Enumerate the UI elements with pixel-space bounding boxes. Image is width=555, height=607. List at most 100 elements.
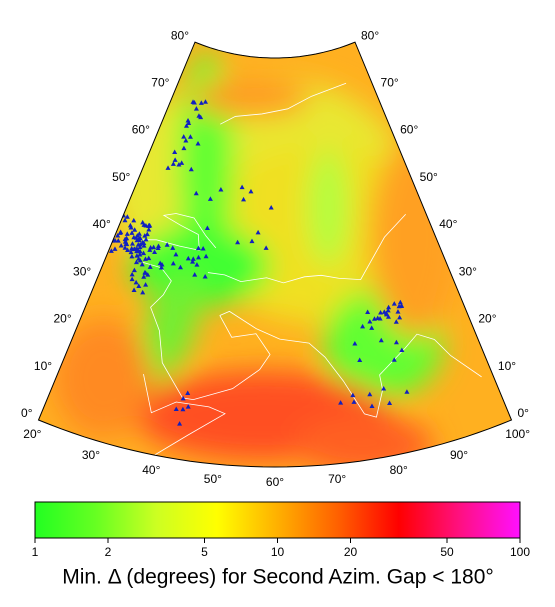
station (136, 237, 142, 242)
station (378, 337, 384, 343)
colorbar-tick-label: 100 (510, 545, 530, 559)
station (192, 272, 198, 277)
station (137, 252, 143, 257)
lat-label: 40° (93, 217, 111, 231)
station (191, 99, 197, 105)
field-blob (190, 77, 311, 118)
lon-label: 20° (23, 427, 41, 441)
station (385, 307, 391, 313)
station (396, 303, 402, 309)
border (207, 213, 406, 284)
station (141, 243, 147, 248)
station (263, 245, 269, 250)
border (143, 374, 226, 456)
station (248, 188, 254, 194)
station (145, 272, 151, 277)
station (129, 230, 135, 235)
colorbar-tick-label: 50 (440, 545, 454, 559)
station (204, 225, 210, 231)
station (170, 161, 176, 166)
station (147, 247, 153, 252)
lon-label: 80° (390, 463, 408, 477)
lat-label: 30° (459, 264, 477, 278)
station (139, 261, 145, 267)
station (134, 245, 140, 251)
lon-label: 40° (142, 463, 160, 477)
station (131, 267, 137, 273)
station (136, 283, 142, 288)
station (122, 245, 128, 250)
station (367, 391, 373, 397)
station (188, 166, 194, 172)
station (190, 259, 196, 264)
station (350, 392, 356, 398)
station (202, 274, 208, 279)
station (241, 196, 247, 202)
station (125, 247, 131, 252)
station (185, 404, 191, 409)
lat-label: 20° (53, 312, 71, 326)
station (165, 165, 171, 170)
station (338, 400, 344, 405)
station (180, 395, 186, 401)
lat-label: 80° (361, 28, 379, 42)
station (124, 214, 130, 219)
station (142, 269, 148, 275)
lat-label: 60° (400, 123, 418, 137)
station (239, 184, 245, 190)
station (387, 400, 393, 406)
station (152, 249, 158, 254)
station (185, 390, 191, 395)
station (397, 299, 403, 305)
station (183, 123, 189, 128)
station (365, 309, 371, 314)
lat-label: 10° (498, 359, 516, 373)
border (139, 213, 217, 251)
station (131, 217, 137, 223)
station (391, 301, 397, 306)
border (220, 82, 347, 125)
map-frame (37, 41, 513, 468)
station (377, 316, 383, 321)
station (268, 204, 274, 210)
station (177, 421, 183, 426)
lat-label: 50° (420, 170, 438, 184)
station (351, 399, 357, 404)
station (133, 279, 139, 285)
colorbar-tick-label: 20 (344, 545, 358, 559)
station (137, 257, 143, 263)
station (141, 250, 147, 256)
station (133, 235, 139, 240)
border (219, 310, 482, 418)
station (132, 227, 138, 232)
station (195, 141, 201, 146)
station (177, 264, 183, 270)
station (193, 106, 199, 111)
station (193, 190, 199, 196)
station (391, 357, 397, 362)
station (381, 309, 387, 314)
station (151, 244, 157, 250)
lat-label: 70° (151, 75, 169, 89)
station (195, 245, 201, 251)
lon-label: 60° (266, 475, 284, 489)
lat-label: 50° (112, 170, 130, 184)
station (393, 339, 399, 345)
lat-label: 0° (517, 406, 529, 420)
station (235, 239, 241, 245)
station (124, 231, 130, 236)
station (134, 253, 140, 258)
station (194, 262, 200, 267)
lat-label: 40° (439, 217, 457, 231)
station (200, 245, 206, 251)
station (367, 318, 373, 324)
station (369, 403, 375, 408)
station (187, 134, 193, 139)
station (186, 120, 192, 125)
station (122, 217, 128, 223)
station (129, 241, 135, 246)
station (170, 245, 176, 250)
station (140, 289, 146, 295)
station (146, 222, 152, 228)
